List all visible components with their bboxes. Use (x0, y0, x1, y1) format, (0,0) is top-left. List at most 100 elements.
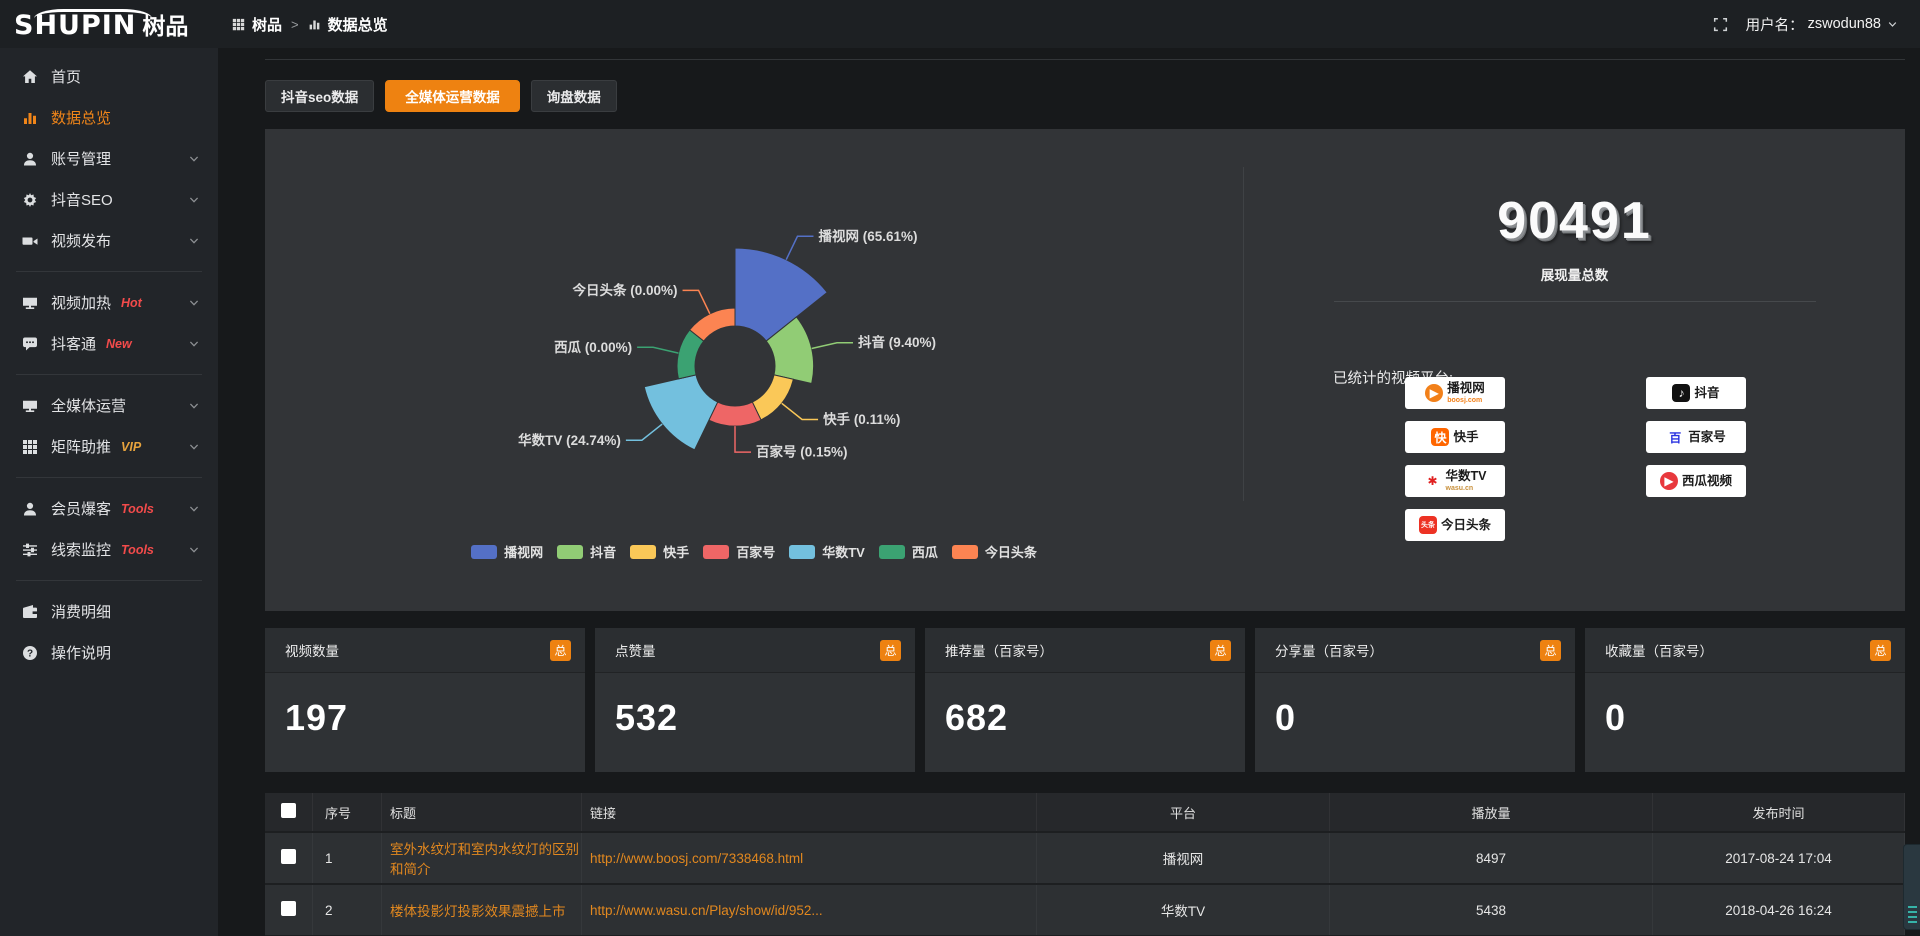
table-row-2: 2 楼体投影灯投影效果震撼上市 http://www.wasu.cn/Play/sh… (265, 883, 1905, 936)
platform-badge-快手[interactable]: 快快手 (1405, 421, 1505, 453)
sidebar-item-9[interactable]: 矩阵助推 VIP (0, 426, 218, 467)
pie-slice-华数TV[interactable] (643, 374, 719, 451)
platform-badge-今日头条[interactable]: 头条 今日头条 (1405, 509, 1505, 541)
video-url-link[interactable]: http://www.wasu.cn/Play/show/id/952... (590, 902, 823, 918)
pie-label-今日头条: 今日头条 (0.00%) (573, 282, 678, 298)
select-all-checkbox[interactable] (281, 803, 296, 818)
platform-text: 抖音 (1694, 387, 1719, 400)
rose-pie-chart[interactable]: 播视网 (65.61%) 抖音 (9.40%) 快手 (0.11%) 百家号 (0.1… (265, 129, 1243, 542)
user-menu[interactable]: 用户名： zswodun88 (1746, 14, 1898, 35)
platform-logo-icon: ▶ (1425, 384, 1444, 402)
stat-card-total-badge[interactable]: 总 (880, 639, 901, 661)
legend-chip (878, 544, 905, 559)
video-title-link[interactable]: 楼体投影灯投影效果震撼上市 (390, 904, 566, 919)
cell-link: http://www.wasu.cn/Play/show/id/952... (581, 883, 1037, 936)
pie-slice-快手[interactable] (751, 374, 794, 421)
pie-slice-今日头条[interactable] (688, 307, 736, 342)
stat-card-title: 点赞量 (615, 644, 656, 659)
column-header-title: 标题 (381, 793, 582, 832)
legend-item-播视网[interactable]: 播视网 (471, 542, 543, 561)
cell-index: 2 (312, 883, 382, 936)
tab-bar: 抖音seo数据 全媒体运营数据 询盘数据 (265, 80, 1905, 112)
platform-badge-西瓜视频[interactable]: ▶ 西瓜视频 (1646, 465, 1746, 497)
stat-card-total-badge[interactable]: 总 (550, 639, 571, 661)
stat-card-5: 收藏量（百家号） 总 0 (1585, 628, 1905, 772)
pie-slice-播视网[interactable] (734, 247, 828, 342)
sidebar-item-6[interactable]: 视频加热 Hot (0, 282, 218, 323)
monitor-icon (22, 295, 38, 311)
tab-3[interactable]: 询盘数据 (530, 80, 617, 112)
chart-icon (22, 110, 38, 126)
pie-label-抖音: 抖音 (9.40%) (858, 334, 936, 350)
legend-chip (703, 544, 730, 559)
sidebar-item-7[interactable]: 抖客通 New (0, 323, 218, 364)
sidebar-item-3[interactable]: 账号管理 (0, 138, 218, 179)
summary-panel: 90491 展现量总数 已统计的视频平台: ▶ 播视网 boosj.com ♪ 抖音快快… (1244, 129, 1905, 611)
cell-plays: 8497 (1329, 831, 1653, 884)
legend-item-华数TV[interactable]: 华数TV (789, 542, 865, 561)
breadcrumb-current[interactable]: 数据总览 (327, 16, 388, 34)
total-impressions-label: 展现量总数 (1540, 268, 1609, 283)
sidebar-item-8[interactable]: 全媒体运营 (0, 385, 218, 426)
stat-card-total-badge[interactable]: 总 (1210, 639, 1231, 661)
panel-divider (1243, 167, 1244, 501)
video-url-link[interactable]: http://www.boosj.com/7338468.html (590, 850, 804, 866)
sidebar-item-12[interactable]: 消费明细 (0, 591, 218, 632)
platform-badge-华数TV[interactable]: ✱ 华数TV wasu.cn (1405, 465, 1505, 497)
header-right: 用户名： zswodun88 (1713, 14, 1920, 35)
platform-logo-icon: ♪ (1672, 384, 1691, 402)
sidebar-item-5[interactable]: 视频发布 (0, 220, 218, 261)
summary-divider (1333, 301, 1816, 302)
total-impressions-value: 90491 (1497, 192, 1652, 250)
legend-item-百家号[interactable]: 百家号 (703, 542, 775, 561)
fullscreen-icon[interactable] (1713, 17, 1728, 32)
chevron-down-icon (188, 235, 200, 247)
legend-item-快手[interactable]: 快手 (630, 542, 689, 561)
sidebar-item-10[interactable]: 会员爆客 Tools (0, 488, 218, 529)
stat-card-total-badge[interactable]: 总 (1540, 639, 1561, 661)
row-checkbox[interactable] (281, 901, 296, 916)
stat-card-value: 197 (285, 697, 349, 738)
sidebar-divider (16, 477, 202, 478)
sidebar-item-label: 线索监控 (51, 542, 112, 559)
chevron-down-icon (188, 544, 200, 556)
legend-item-今日头条[interactable]: 今日头条 (951, 542, 1037, 561)
top-header: SHUPIN 树品 树品 > 数据总览 用户名： zswodun88 (0, 0, 1920, 48)
chevron-down-icon (188, 400, 200, 412)
sidebar-item-label: 视频加热 (51, 295, 112, 312)
sidebar-item-1[interactable]: 首页 (0, 56, 218, 97)
sidebar-item-11[interactable]: 线索监控 Tools (0, 529, 218, 570)
platform-badge-百家号[interactable]: 百百家号 (1646, 421, 1746, 453)
legend-item-抖音[interactable]: 抖音 (557, 542, 616, 561)
pie-slice-百家号[interactable] (708, 401, 762, 427)
platform-badge-抖音[interactable]: ♪ 抖音 (1646, 377, 1746, 409)
tab-1[interactable]: 抖音seo数据 (265, 80, 375, 112)
sidebar-divider (16, 580, 202, 581)
legend-item-西瓜[interactable]: 西瓜 (878, 542, 938, 561)
breadcrumb-separator: > (291, 16, 299, 32)
stat-card-total-badge[interactable]: 总 (1870, 639, 1891, 661)
stat-card-4: 分享量（百家号） 总 0 (1255, 628, 1575, 772)
stat-card-title: 视频数量 (285, 644, 339, 659)
chevron-down-icon (188, 503, 200, 515)
monitor-icon (22, 398, 38, 414)
tab-2[interactable]: 全媒体运营数据 (385, 80, 520, 112)
row-checkbox[interactable] (281, 849, 296, 864)
platform-logo-icon: 头条 (1418, 516, 1437, 534)
table-header-row: 序号 标题 链接 平台 播放量 发布时间 (265, 793, 1905, 832)
table-row-1: 1 室外水纹灯和室内水纹灯的区别和简介 http://www.boosj.com/7… (265, 831, 1905, 884)
video-title-link[interactable]: 室外水纹灯和室内水纹灯的区别和简介 (390, 842, 579, 877)
cell-link: http://www.boosj.com/7338468.html (581, 831, 1037, 884)
sidebar-item-4[interactable]: 抖音SEO (0, 179, 218, 220)
platform-logo-icon: 快 (1431, 428, 1450, 446)
breadcrumb-root[interactable]: 树品 (252, 16, 283, 34)
pie-slice-抖音[interactable] (765, 316, 815, 385)
sidebar-item-13[interactable]: 操作说明 (0, 632, 218, 673)
column-header-link: 链接 (581, 793, 1037, 832)
floating-widget[interactable] (1903, 844, 1920, 930)
legend-label: 百家号 (736, 545, 776, 560)
username-value: zswodun88 (1807, 16, 1881, 32)
sidebar-item-2[interactable]: 数据总览 (0, 97, 218, 138)
label-leader-line (781, 402, 819, 421)
platform-badge-播视网[interactable]: ▶ 播视网 boosj.com (1405, 377, 1505, 409)
